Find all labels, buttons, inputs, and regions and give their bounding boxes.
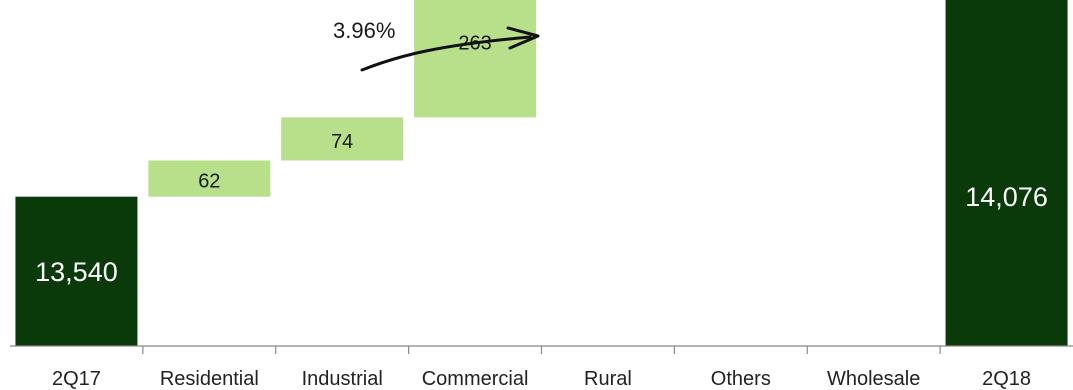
data-label-residential: 62 xyxy=(198,171,220,193)
growth-annotation: 3.96% xyxy=(333,18,540,72)
bar-commercial xyxy=(414,0,537,118)
x-tick-label: Industrial xyxy=(302,368,383,390)
x-tick-label: Rural xyxy=(584,368,632,390)
data-labels: 13,54062742631812814,076 xyxy=(35,33,1048,287)
bar-residential xyxy=(148,160,271,197)
growth-arrow-icon xyxy=(360,35,532,72)
x-tick-label: Wholesale xyxy=(827,368,920,390)
x-tick-labels: 2Q17 Residential Industrial Commercial Rural… xyxy=(52,346,1031,390)
growth-annotation-text: 3.96% xyxy=(333,18,395,43)
data-label-2q18: 14,076 xyxy=(965,182,1048,212)
bar-2q17 xyxy=(15,196,138,346)
x-tick-label: 2Q18 xyxy=(982,368,1031,390)
bar-2q18 xyxy=(945,0,1068,346)
x-tick-label: Others xyxy=(711,368,771,390)
x-tick-label: 2Q17 xyxy=(52,368,101,390)
growth-arrow-head-icon xyxy=(506,26,540,50)
x-tick-label: Commercial xyxy=(422,368,529,390)
data-label-industrial: 74 xyxy=(331,131,353,153)
bars-layer xyxy=(15,0,1068,346)
x-tick-label: Residential xyxy=(160,368,259,390)
data-label-2q17: 13,540 xyxy=(35,257,118,287)
bar-industrial xyxy=(281,117,404,161)
